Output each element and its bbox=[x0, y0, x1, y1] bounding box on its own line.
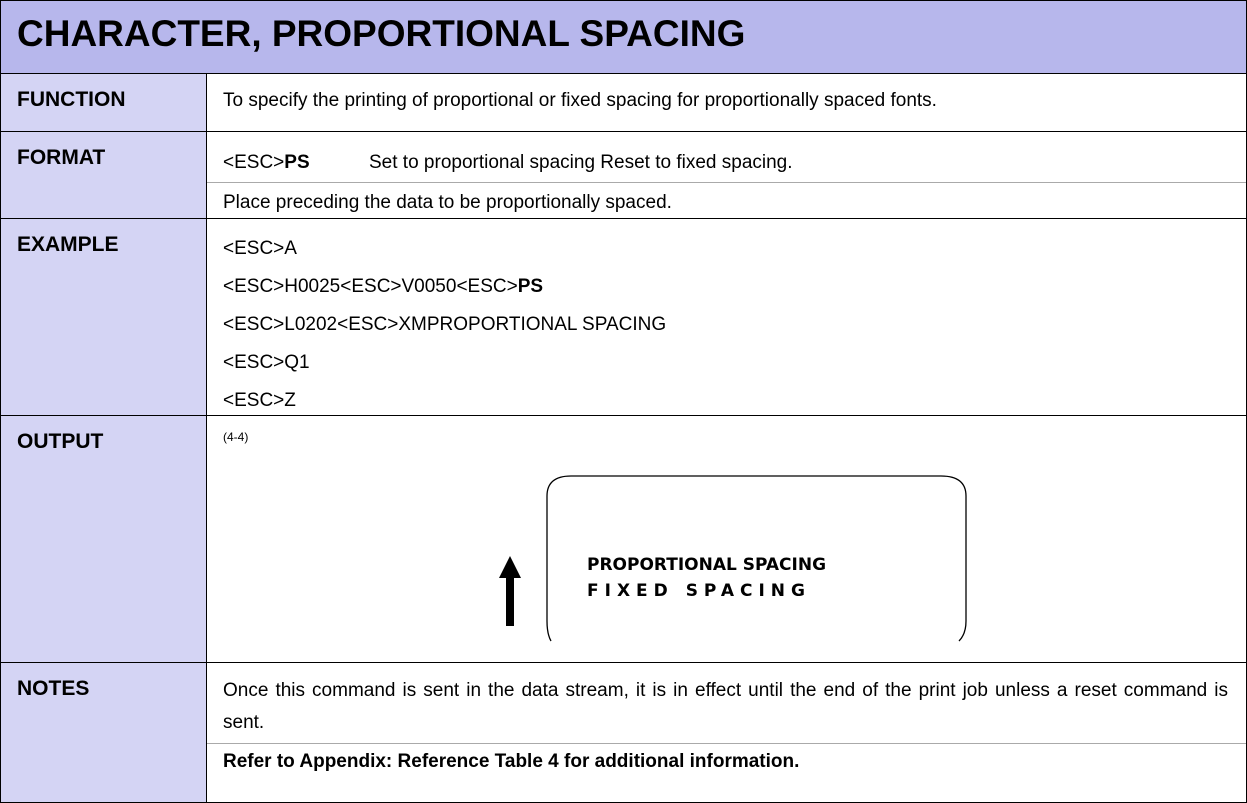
code-text: <ESC>H0025<ESC>V0050<ESC> bbox=[223, 276, 518, 297]
label-cell: OUTPUT bbox=[1, 416, 207, 662]
example-row: EXAMPLE <ESC>A <ESC>H0025<ESC>V0050<ESC>… bbox=[0, 219, 1247, 416]
output-figure: PROPORTIONAL SPACING FIXED SPACING bbox=[499, 475, 967, 642]
format-description: Set to proportional spacing Reset to fix… bbox=[369, 152, 793, 173]
row-label: EXAMPLE bbox=[17, 233, 119, 256]
code-line: <ESC>A bbox=[223, 238, 297, 259]
code: <ESC> bbox=[223, 152, 285, 173]
row-label: FORMAT bbox=[17, 146, 106, 169]
function-row: FUNCTION To specify the printing of prop… bbox=[0, 74, 1247, 132]
command: PS bbox=[517, 276, 544, 297]
label-cell: FORMAT bbox=[1, 132, 207, 218]
format-note: Place preceding the data to be proportio… bbox=[223, 192, 672, 213]
row-label: NOTES bbox=[17, 677, 90, 700]
figure-caption: (4-4) bbox=[223, 430, 249, 444]
reference: Refer to Appendix: Reference Table 4 for… bbox=[223, 751, 800, 772]
feed-arrow bbox=[499, 556, 521, 626]
output-row: OUTPUT (4-4) PROPORTIONAL SPACING FIXED … bbox=[0, 416, 1247, 663]
notes-row: NOTES Once this command is sent in the d… bbox=[0, 663, 1247, 803]
format-row: FORMAT <ESC>PS Set to proportional spaci… bbox=[0, 132, 1247, 219]
sample-text: PROPORTIONAL SPACING bbox=[587, 555, 826, 575]
row-label: FUNCTION bbox=[17, 88, 126, 111]
separator bbox=[207, 743, 1246, 744]
title-bar: CHARACTER, PROPORTIONAL SPACING bbox=[0, 0, 1247, 74]
label-cell: NOTES bbox=[1, 663, 207, 802]
row-label: OUTPUT bbox=[17, 430, 104, 453]
code-line: <ESC>Z bbox=[223, 390, 296, 411]
sample-text: FIXED SPACING bbox=[587, 581, 811, 601]
separator bbox=[207, 182, 1246, 183]
function-text: To specify the printing of proportional … bbox=[223, 90, 937, 111]
label-outline bbox=[546, 475, 967, 642]
code-line: <ESC>Q1 bbox=[223, 352, 310, 373]
label-cell: FUNCTION bbox=[1, 74, 207, 131]
example-code: <ESC>A <ESC>H0025<ESC>V0050<ESC>PS <ESC>… bbox=[223, 230, 666, 420]
label-cell: EXAMPLE bbox=[1, 219, 207, 415]
format-syntax: <ESC>PS bbox=[223, 152, 310, 174]
title: CHARACTER, PROPORTIONAL SPACING bbox=[17, 13, 746, 54]
command: PS bbox=[284, 152, 310, 173]
code-line: <ESC>H0025<ESC>V0050<ESC>PS bbox=[223, 268, 666, 306]
notes-text: Once this command is sent in the data st… bbox=[223, 680, 1228, 733]
code-line: <ESC>L0202<ESC>XMPROPORTIONAL SPACING bbox=[223, 314, 667, 335]
